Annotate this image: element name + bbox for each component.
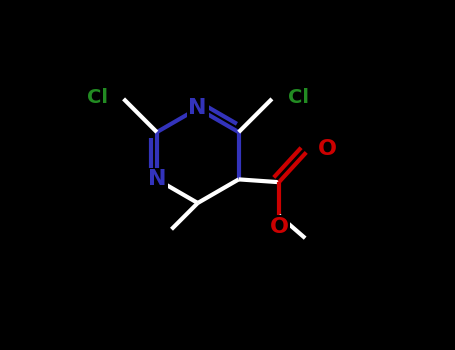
Text: N: N: [188, 98, 207, 119]
Text: N: N: [147, 169, 166, 189]
Text: O: O: [269, 217, 288, 237]
Text: O: O: [318, 139, 336, 159]
Text: Cl: Cl: [288, 88, 308, 107]
Text: Cl: Cl: [87, 88, 108, 107]
